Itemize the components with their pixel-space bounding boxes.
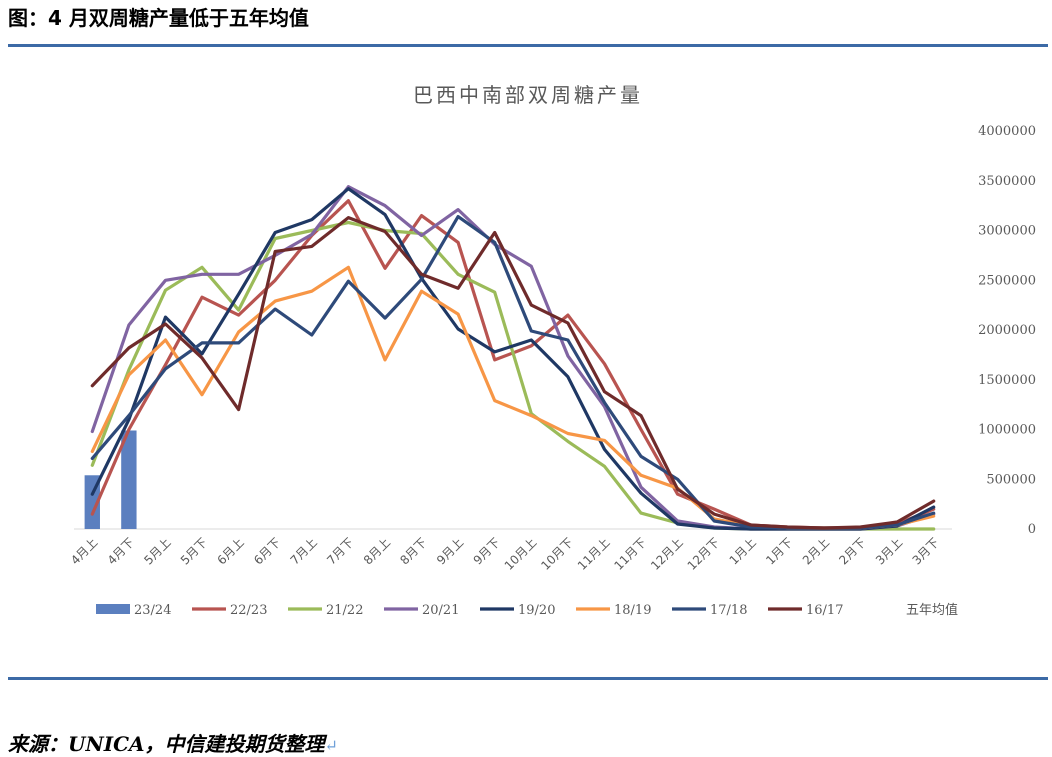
x-axis-ticks: 4月上 4月下 5月上 5月下 6月上 6月下 7月上 7月下 8月上 8月下 9月上 9月下10月上…	[68, 535, 942, 573]
series-line-19-20	[90, 187, 936, 531]
legend-label-16-17: 16/17	[806, 603, 843, 618]
bottom-divider	[8, 677, 1048, 680]
sugar-production-chart: 巴西中南部双周糖产量 0 500000 1000000 1500000 2000000 2…	[68, 83, 1036, 618]
x-tick-label: 4月上	[68, 535, 100, 567]
y-tick-label: 2000000	[978, 323, 1036, 338]
x-tick-label: 12月上	[648, 535, 686, 573]
line-series-group	[90, 185, 936, 531]
y-tick-label: 1500000	[978, 373, 1036, 388]
x-tick-label: 11月上	[575, 535, 613, 573]
legend-label-19-20: 19/20	[518, 603, 555, 618]
x-tick-label: 1月下	[763, 535, 795, 567]
x-tick-label: 1月上	[727, 535, 759, 567]
x-tick-label: 3月上	[873, 535, 905, 567]
return-mark-icon: ↵	[324, 736, 338, 755]
legend-label-17-18: 17/18	[710, 603, 747, 618]
top-divider	[8, 44, 1048, 47]
source-note: 来源：UNICA，中信建投期货整理↵	[8, 728, 338, 757]
x-tick-label: 2月下	[836, 535, 868, 567]
y-tick-label: 2500000	[978, 273, 1036, 288]
legend-label-23-24: 23/24	[134, 603, 171, 618]
y-tick-label: 500000	[986, 472, 1036, 487]
y-tick-label: 1000000	[978, 423, 1036, 438]
legend-label-20-21: 20/21	[422, 603, 459, 618]
x-tick-label: 9月上	[434, 535, 466, 567]
y-tick-label: 0	[1028, 522, 1036, 537]
y-tick-label: 4000000	[978, 124, 1036, 139]
legend-label-five-year-average: 五年均值	[906, 602, 958, 618]
legend: 23/24 22/23 21/22 20/21 19/20 18/19 17/18 16/17…	[96, 602, 958, 618]
x-tick-label: 9月下	[471, 535, 503, 567]
y-axis-ticks: 0 500000 1000000 1500000 2000000 2500000 30000…	[978, 124, 1036, 537]
x-tick-label: 2月上	[800, 535, 832, 567]
y-tick-label: 3000000	[978, 224, 1036, 239]
x-tick-label: 5月上	[141, 535, 173, 567]
x-tick-label: 12月下	[685, 535, 723, 573]
figure-title: 图：4 月双周糖产量低于五年均值	[8, 6, 309, 30]
x-tick-label: 10月下	[538, 535, 576, 573]
series-line-16-17	[90, 216, 936, 530]
series-line-17-18	[90, 215, 936, 530]
y-tick-label: 3500000	[978, 174, 1036, 189]
source-text: 来源：UNICA，中信建投期货整理	[8, 732, 325, 756]
legend-swatch-23-24	[96, 604, 130, 614]
x-tick-label: 10月上	[502, 535, 540, 573]
x-tick-label: 5月下	[178, 535, 210, 567]
x-tick-label: 7月下	[324, 535, 356, 567]
x-tick-label: 7月上	[288, 535, 320, 567]
bar-23-24-2	[121, 430, 137, 529]
x-tick-label: 6月下	[251, 535, 283, 567]
legend-label-22-23: 22/23	[230, 603, 267, 618]
x-tick-label: 11月下	[611, 535, 649, 573]
x-tick-label: 4月下	[105, 535, 137, 567]
x-tick-label: 3月下	[910, 535, 942, 567]
x-tick-label: 6月上	[214, 535, 246, 567]
legend-label-18-19: 18/19	[614, 603, 651, 618]
legend-label-21-22: 21/22	[326, 603, 363, 618]
chart-title: 巴西中南部双周糖产量	[413, 83, 643, 107]
x-tick-label: 8月上	[361, 535, 393, 567]
x-tick-label: 8月下	[397, 535, 429, 567]
